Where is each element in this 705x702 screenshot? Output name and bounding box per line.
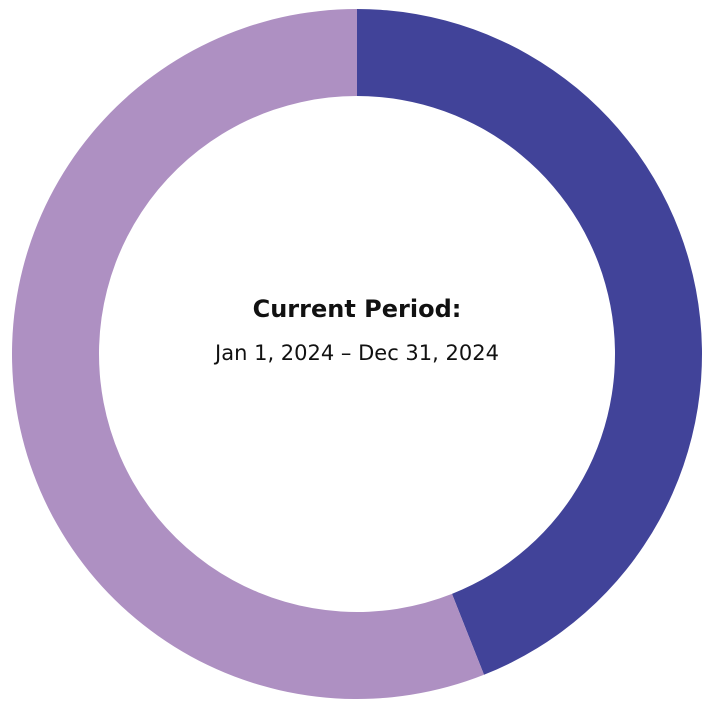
chart-subtitle: Jan 1, 2024 – Dec 31, 2024 — [213, 341, 499, 365]
donut-segment — [357, 9, 703, 675]
chart-title: Current Period: — [253, 295, 462, 323]
donut-segment — [12, 9, 485, 699]
